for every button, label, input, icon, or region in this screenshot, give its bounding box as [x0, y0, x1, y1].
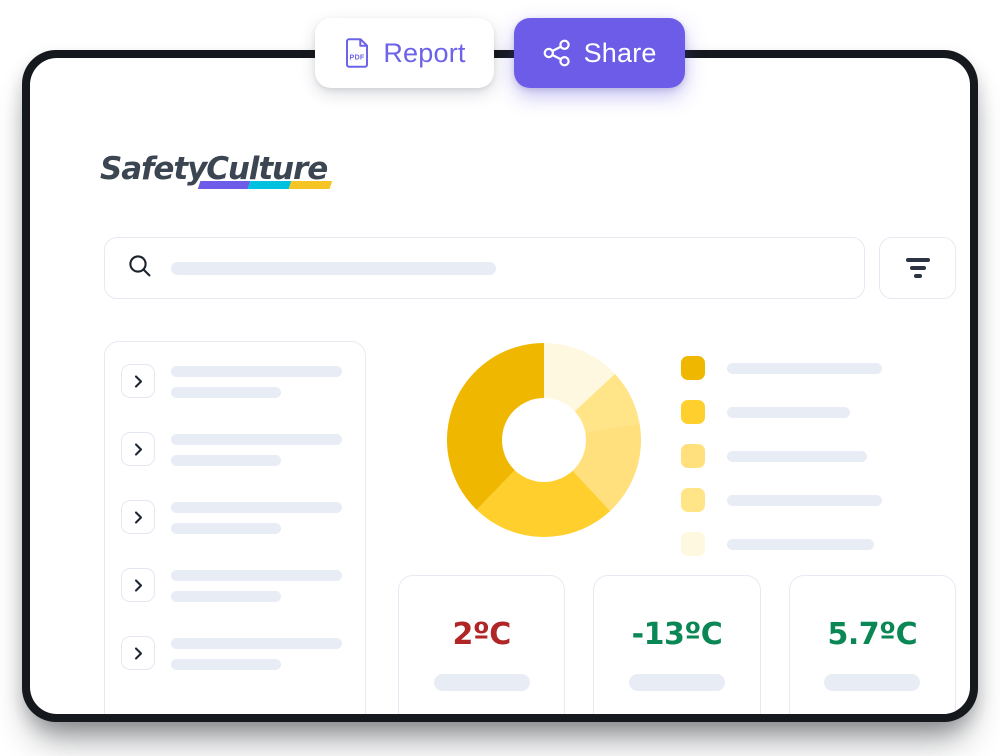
donut-slice[interactable]	[476, 440, 611, 537]
stat-card-label-skeleton	[824, 674, 921, 691]
legend-label-skeleton	[727, 494, 882, 506]
search-icon	[127, 253, 153, 284]
legend-row[interactable]	[681, 532, 911, 556]
legend-label-skeleton	[727, 406, 851, 418]
chevron-right-icon[interactable]	[121, 636, 155, 670]
report-button[interactable]: PDF Report	[315, 18, 494, 88]
app-screen: SafetyCulture	[30, 58, 970, 714]
logo-underline-segment-cyan	[247, 181, 292, 189]
svg-text:PDF: PDF	[350, 53, 365, 62]
top-action-bar: PDF Report Share	[0, 18, 1000, 88]
list-panel	[104, 341, 366, 714]
filter-button[interactable]	[879, 237, 956, 299]
search-row	[104, 237, 956, 299]
legend-row[interactable]	[681, 400, 911, 424]
pdf-document-icon: PDF	[343, 38, 371, 68]
chart-legend	[681, 356, 911, 576]
donut-slice[interactable]	[447, 343, 544, 510]
legend-color-swatch	[681, 532, 705, 556]
list-item[interactable]	[105, 568, 365, 612]
list-item-skeleton	[171, 500, 349, 544]
chevron-right-icon[interactable]	[121, 568, 155, 602]
list-item-skeleton	[171, 568, 349, 612]
legend-label-wrap	[727, 362, 911, 374]
stat-card-label-skeleton	[628, 674, 725, 691]
legend-row[interactable]	[681, 444, 911, 468]
stat-card-value: 2ºC	[452, 617, 512, 652]
list-item[interactable]	[105, 432, 365, 476]
list-item-skeleton	[171, 364, 349, 408]
chevron-right-icon[interactable]	[121, 432, 155, 466]
legend-label-wrap	[727, 494, 911, 506]
brand-logo-text: SafetyCulture	[100, 151, 328, 187]
brand-logo-part1: Safety	[100, 151, 207, 187]
report-button-label: Report	[383, 37, 466, 68]
legend-label-wrap	[727, 406, 911, 418]
legend-color-swatch	[681, 444, 705, 468]
logo-underline-segment-purple	[197, 181, 251, 189]
stat-card[interactable]: 5.7ºC	[788, 575, 956, 714]
legend-row[interactable]	[681, 356, 911, 380]
share-nodes-icon	[542, 38, 572, 68]
brand-logo: SafetyCulture	[100, 151, 333, 189]
stat-card-value: 5.7ºC	[827, 617, 918, 652]
legend-label-skeleton	[727, 538, 875, 550]
filter-funnel-icon	[905, 258, 930, 278]
stat-card[interactable]: 2ºC	[398, 575, 566, 714]
search-input[interactable]	[104, 237, 865, 299]
donut-chart-center-hole	[502, 398, 586, 482]
legend-row[interactable]	[681, 488, 911, 512]
legend-label-skeleton	[727, 362, 882, 374]
legend-color-swatch	[681, 488, 705, 512]
legend-label-skeleton	[727, 450, 867, 462]
legend-color-swatch	[681, 356, 705, 380]
legend-label-wrap	[727, 538, 911, 550]
brand-logo-part2: Culture	[206, 151, 328, 187]
search-placeholder-skeleton	[171, 261, 496, 275]
stat-card-label-skeleton	[433, 674, 530, 691]
brand-logo-underline	[197, 181, 333, 189]
stat-card-row: 2ºC -13ºC 5.7ºC	[398, 575, 956, 714]
stat-card[interactable]: -13ºC	[593, 575, 761, 714]
list-item-skeleton	[171, 636, 349, 680]
list-item-skeleton	[171, 432, 349, 476]
list-item[interactable]	[105, 636, 365, 680]
logo-underline-segment-yellow	[288, 181, 333, 189]
list-item[interactable]	[105, 364, 365, 408]
legend-label-wrap	[727, 450, 911, 462]
stat-card-value: -13ºC	[631, 617, 723, 652]
list-item[interactable]	[105, 500, 365, 544]
device-frame: SafetyCulture	[22, 50, 978, 722]
chevron-right-icon[interactable]	[121, 364, 155, 398]
legend-color-swatch	[681, 400, 705, 424]
share-button-label: Share	[583, 37, 657, 68]
donut-chart	[447, 343, 641, 537]
share-button[interactable]: Share	[513, 18, 685, 88]
chevron-right-icon[interactable]	[121, 500, 155, 534]
